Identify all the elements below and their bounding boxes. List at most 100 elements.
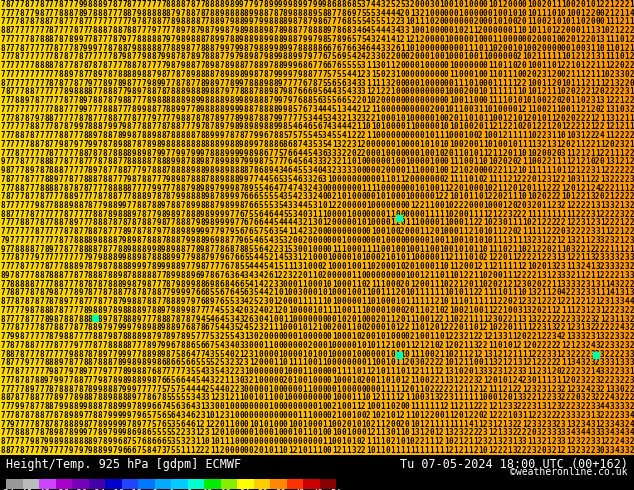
Text: 9: 9 (146, 192, 151, 201)
Text: 9: 9 (210, 131, 214, 140)
Text: 2: 2 (571, 289, 575, 297)
Text: 7: 7 (20, 210, 24, 219)
Text: 1: 1 (429, 402, 434, 411)
Text: 1: 1 (302, 358, 307, 368)
Text: 1: 1 (605, 61, 609, 70)
Text: 7: 7 (249, 166, 254, 175)
Text: 9: 9 (59, 140, 63, 149)
Text: 1: 1 (551, 210, 556, 219)
Text: 2: 2 (268, 280, 273, 289)
Text: 0: 0 (317, 350, 321, 359)
Text: 7: 7 (74, 175, 78, 184)
Text: 8: 8 (98, 236, 102, 245)
Text: 1: 1 (571, 96, 575, 105)
Text: 7: 7 (195, 306, 200, 315)
Text: 1: 1 (517, 350, 522, 359)
Text: 2: 2 (532, 271, 536, 280)
Text: 1: 1 (449, 61, 453, 70)
Text: 2: 2 (561, 315, 566, 324)
Text: 2: 2 (498, 411, 502, 420)
Text: 0: 0 (541, 17, 546, 26)
Text: 3: 3 (614, 253, 619, 263)
Text: 4: 4 (346, 122, 351, 131)
Text: 5: 5 (152, 419, 156, 429)
Text: 0: 0 (356, 245, 361, 254)
Text: 8: 8 (122, 341, 127, 350)
Text: 0: 0 (400, 245, 404, 254)
Text: 9: 9 (190, 297, 195, 306)
Text: 7: 7 (332, 17, 337, 26)
Text: 4: 4 (346, 70, 351, 79)
Text: 7: 7 (112, 78, 117, 88)
Text: 8: 8 (239, 201, 243, 210)
Text: 5: 5 (332, 96, 337, 105)
Text: 7: 7 (268, 61, 273, 70)
Text: 5: 5 (181, 385, 185, 393)
Text: 2: 2 (444, 385, 448, 393)
Text: 2: 2 (605, 437, 609, 446)
Text: 1: 1 (483, 219, 488, 227)
Text: 2: 2 (473, 289, 478, 297)
Text: 2: 2 (219, 376, 224, 385)
Text: 3: 3 (244, 271, 249, 280)
Text: 9: 9 (234, 44, 239, 52)
Text: 8: 8 (210, 166, 214, 175)
Text: 0: 0 (234, 411, 239, 420)
Text: 9: 9 (278, 122, 283, 131)
Text: 8: 8 (234, 17, 239, 26)
Text: 1: 1 (590, 280, 595, 289)
Text: 7: 7 (25, 35, 29, 44)
Text: 0: 0 (385, 140, 390, 149)
Text: 0: 0 (458, 131, 463, 140)
Text: 3: 3 (556, 385, 560, 393)
Text: 8: 8 (283, 140, 288, 149)
Text: 0: 0 (313, 262, 317, 271)
Text: 8: 8 (88, 271, 93, 280)
Text: 3: 3 (224, 341, 229, 350)
Text: 0: 0 (322, 393, 327, 402)
Text: 1: 1 (385, 175, 390, 184)
Text: 8: 8 (146, 341, 151, 350)
Text: 3: 3 (581, 219, 585, 227)
Text: 2: 2 (624, 131, 629, 140)
Text: 7: 7 (230, 253, 234, 263)
Text: 2: 2 (556, 315, 560, 324)
Text: 8: 8 (29, 341, 34, 350)
Text: 7: 7 (259, 52, 263, 61)
Text: 7: 7 (5, 419, 10, 429)
Text: 0: 0 (532, 44, 536, 52)
Text: 7: 7 (5, 289, 10, 297)
Text: 9: 9 (200, 157, 205, 166)
Text: 1: 1 (522, 236, 527, 245)
Text: 8: 8 (10, 341, 15, 350)
Text: 1: 1 (503, 236, 507, 245)
Text: 8: 8 (254, 26, 258, 35)
Text: 1: 1 (420, 419, 424, 429)
Text: 0: 0 (512, 17, 517, 26)
Text: 0: 0 (249, 367, 254, 376)
Text: Height/Temp. 925 hPa [gdpm] ECMWF: Height/Temp. 925 hPa [gdpm] ECMWF (6, 458, 242, 470)
Text: 1: 1 (449, 262, 453, 271)
Text: 3: 3 (561, 280, 566, 289)
Text: 1: 1 (498, 35, 502, 44)
Text: 4: 4 (610, 428, 614, 438)
Text: 8: 8 (186, 70, 190, 79)
Text: 8: 8 (107, 131, 112, 140)
Text: 1: 1 (405, 271, 410, 280)
Text: 1: 1 (517, 9, 522, 18)
Text: 1: 1 (590, 114, 595, 122)
Text: 8: 8 (244, 166, 249, 175)
Text: 9: 9 (156, 148, 161, 157)
Text: 7: 7 (74, 148, 78, 157)
Text: 8: 8 (5, 446, 10, 455)
Text: 1: 1 (600, 219, 605, 227)
Text: 4: 4 (268, 236, 273, 245)
Text: 0: 0 (420, 70, 424, 79)
Text: 8: 8 (107, 157, 112, 166)
Text: 1: 1 (395, 140, 400, 149)
Text: 7: 7 (127, 437, 131, 446)
Text: 8: 8 (190, 61, 195, 70)
Text: 1: 1 (380, 402, 385, 411)
Text: 8: 8 (234, 262, 239, 271)
Text: 9: 9 (186, 289, 190, 297)
